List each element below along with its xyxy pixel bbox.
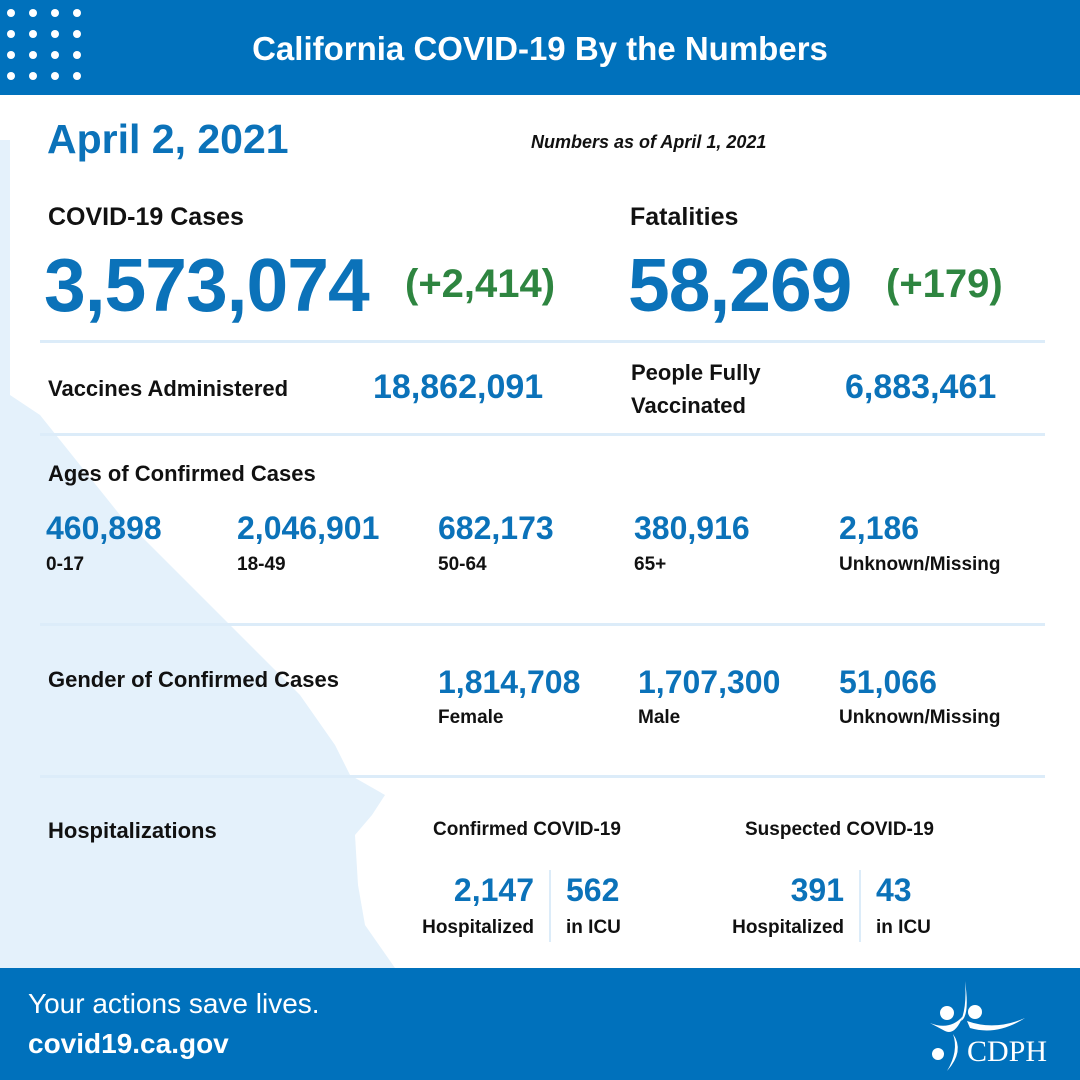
ages-label: Unknown/Missing [839,554,1001,575]
ages-label: 65+ [634,554,667,575]
hospitalizations-title: Hospitalizations [48,818,217,843]
dot-decoration [51,9,59,17]
report-date: April 2, 2021 [47,116,289,162]
vaccines-label: Vaccines Administered [48,376,289,401]
cases-label: COVID-19 Cases [48,203,244,231]
confirmed-icu-value: 562 [566,872,620,908]
ages-value: 460,898 [46,510,162,546]
fatalities-change: (+179) [886,262,1003,306]
ages-value: 380,916 [634,510,750,546]
dot-decoration [7,30,15,38]
dot-decoration [29,72,37,80]
suspected-title: Suspected COVID-19 [745,819,934,840]
suspected-icu-value: 43 [876,872,912,908]
cdph-logo-text: CDPH [967,1035,1047,1068]
footer-banner: Your actions save lives. covid19.ca.gov … [0,968,1080,1080]
ages-value: 2,186 [839,510,920,546]
divider [40,775,1045,778]
confirmed-hospitalized-label: Hospitalized [422,917,534,938]
fully-vaccinated-label-1: People Fully [631,360,761,385]
cdph-logo-icon: CDPH [930,981,1047,1071]
gender-value: 1,814,708 [438,664,581,700]
divider [859,870,861,942]
dot-decoration [73,51,81,59]
ages-label: 0-17 [46,554,85,575]
dot-decoration [51,72,59,80]
vaccines-value: 18,862,091 [373,368,544,406]
divider [40,433,1045,436]
dot-decoration [73,30,81,38]
ages-label: 18-49 [237,554,286,575]
fatalities-label: Fatalities [630,203,739,231]
suspected-hospitalized-label: Hospitalized [732,917,844,938]
website-link[interactable]: covid19.ca.gov [28,1028,229,1059]
gender-label: Unknown/Missing [839,707,1001,728]
gender-label: Male [638,707,681,728]
ages-label: 50-64 [438,554,487,575]
gender-label: Female [438,707,504,728]
dot-decoration [29,51,37,59]
dot-decoration [7,9,15,17]
confirmed-icu-label: in ICU [566,917,621,938]
fully-vaccinated-label-2: Vaccinated [631,393,746,418]
divider [40,340,1045,343]
dot-decoration [73,9,81,17]
fatalities-value: 58,269 [628,243,852,327]
dot-decoration [29,30,37,38]
ages-value: 682,173 [438,510,554,546]
header-banner: California COVID-19 By the Numbers [0,0,1080,95]
gender-title: Gender of Confirmed Cases [48,667,339,692]
gender-value: 1,707,300 [638,664,781,700]
ages-value: 2,046,901 [237,510,380,546]
california-map-background [0,140,395,968]
dot-decoration [7,51,15,59]
cases-value: 3,573,074 [44,243,370,327]
fully-vaccinated-value: 6,883,461 [845,368,997,406]
as-of-note: Numbers as of April 1, 2021 [531,132,767,152]
cases-change: (+2,414) [405,262,556,306]
suspected-hospitalized-value: 391 [790,872,844,908]
suspected-icu-label: in ICU [876,917,931,938]
confirmed-hospitalized-value: 2,147 [453,872,534,908]
footer-tagline: Your actions save lives. [28,988,320,1019]
confirmed-title: Confirmed COVID-19 [433,819,621,840]
dot-decoration [73,72,81,80]
divider [549,870,551,942]
dot-decoration [51,51,59,59]
dot-decoration [29,9,37,17]
dot-decoration [51,30,59,38]
divider [40,623,1045,626]
gender-value: 51,066 [839,664,937,700]
page-title: California COVID-19 By the Numbers [252,30,828,67]
ages-title: Ages of Confirmed Cases [48,461,316,486]
dot-decoration [7,72,15,80]
